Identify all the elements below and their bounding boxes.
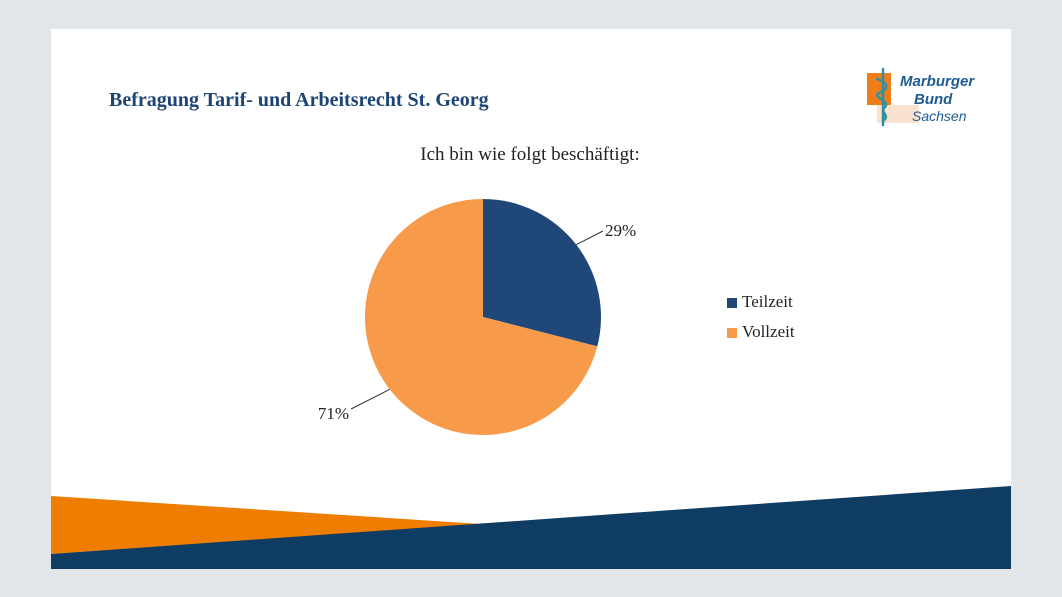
- legend-swatch-vollzeit: [727, 328, 737, 338]
- logo-line-1: Marburger: [900, 73, 975, 90]
- data-label-vollzeit: 71%: [318, 404, 349, 423]
- slide: Befragung Tarif- und Arbeitsrecht St. Ge…: [51, 29, 1011, 569]
- logo-line-3: Sachsen: [912, 108, 967, 124]
- logo-orange-block: [867, 73, 891, 105]
- leader-line-vollzeit: [350, 388, 390, 410]
- footer-navy-band: [51, 486, 1011, 569]
- legend-swatch-teilzeit: [727, 298, 737, 308]
- pie-slice-teilzeit: [483, 199, 601, 347]
- logo-line-2: Bund: [914, 91, 953, 108]
- footer-orange-band: [51, 496, 481, 554]
- page-title: Befragung Tarif- und Arbeitsrecht St. Ge…: [109, 89, 489, 111]
- leader-line-teilzeit: [576, 230, 604, 246]
- logo-peach-block: [877, 105, 919, 123]
- marburger-bund-logo: Marburger Bund Sachsen: [867, 67, 975, 127]
- footer-decoration: [51, 486, 1011, 569]
- legend-label-vollzeit: Vollzeit: [742, 322, 795, 341]
- chart-title: Ich bin wie folgt beschäftigt:: [420, 144, 640, 165]
- pie-chart: Ich bin wie folgt beschäftigt: 29% 71% Te…: [318, 144, 795, 435]
- data-label-teilzeit: 29%: [605, 221, 636, 240]
- logo-staff-icon: [875, 67, 888, 127]
- legend-label-teilzeit: Teilzeit: [742, 292, 793, 311]
- pie-slice-vollzeit: [365, 199, 598, 435]
